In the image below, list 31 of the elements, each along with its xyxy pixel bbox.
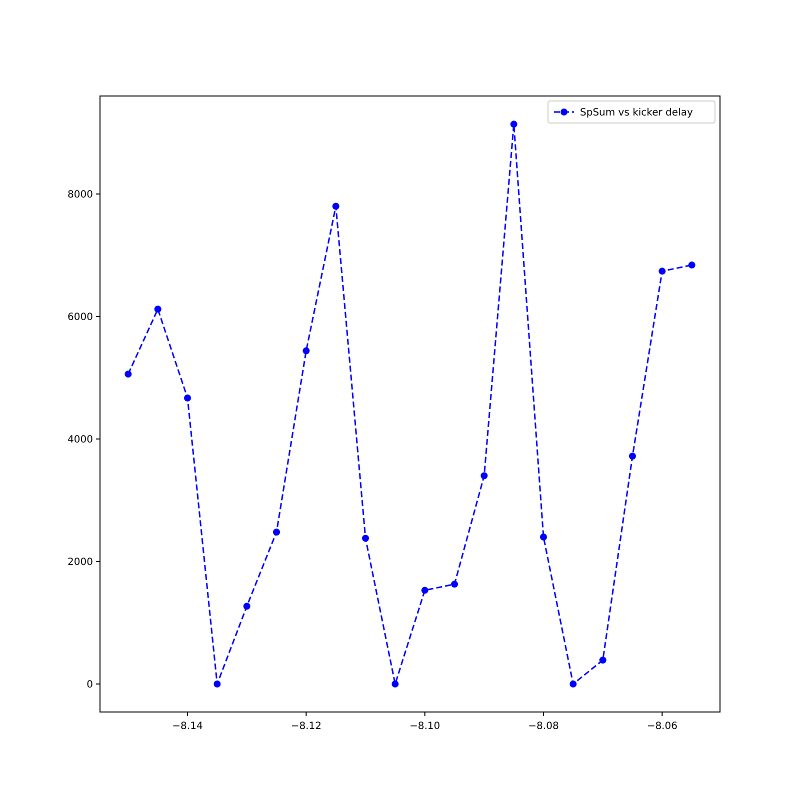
point — [214, 680, 221, 688]
y-tick-label: 0 — [86, 680, 93, 691]
point — [392, 680, 399, 688]
x-tick-label: −8.12 — [290, 721, 322, 732]
point — [540, 534, 547, 541]
y-tick-label: 8000 — [68, 190, 93, 200]
point — [421, 586, 428, 594]
point — [332, 202, 340, 210]
point — [599, 656, 606, 664]
point — [688, 262, 696, 269]
point — [510, 120, 518, 128]
point — [184, 394, 192, 402]
x-tick-label: −8.06 — [646, 721, 678, 732]
point — [124, 370, 132, 378]
point — [570, 680, 577, 688]
point — [273, 528, 280, 536]
x-tick-label: −8.14 — [172, 721, 203, 732]
point — [628, 452, 636, 460]
point — [480, 472, 488, 480]
point — [243, 602, 250, 610]
x-tick-label: −8.08 — [528, 721, 559, 732]
y-tick-label: 6000 — [68, 312, 93, 324]
point — [154, 306, 162, 313]
point — [658, 268, 666, 275]
y-tick-label: 4000 — [68, 434, 93, 446]
point — [362, 534, 369, 542]
point — [451, 580, 458, 588]
point — [302, 347, 310, 354]
x-tick-label: −8.10 — [410, 721, 440, 732]
legend-label: SpSum vs kicker delay — [580, 108, 693, 118]
y-tick-label: 2000 — [68, 557, 93, 568]
